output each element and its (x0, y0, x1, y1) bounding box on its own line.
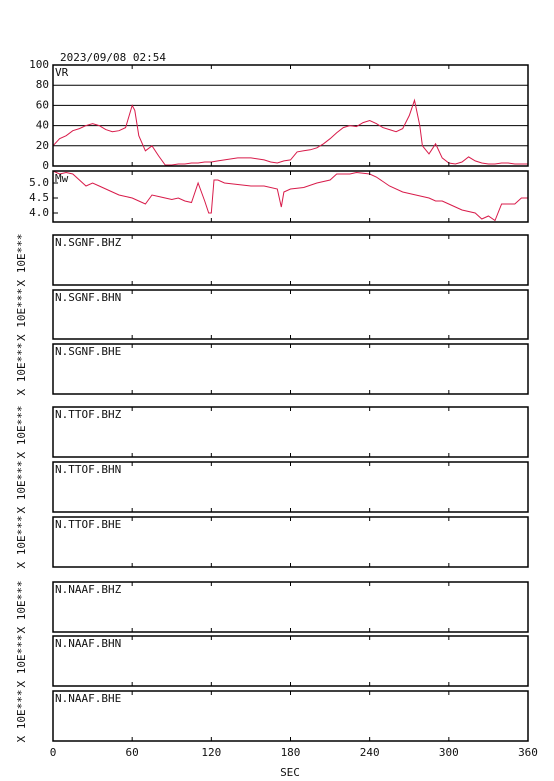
panel-frame (52, 516, 529, 568)
panel-frame (52, 690, 529, 742)
x-tick-label: 0 (50, 746, 57, 759)
y-tick-label: 4.0 (29, 206, 49, 219)
x-tick-label: 120 (201, 746, 221, 759)
x-axis-label: SEC (280, 766, 300, 779)
chart-title: 2023/09/08 02:54 (60, 51, 166, 64)
data-line (52, 170, 528, 222)
y-axis-label: X 10E*** (15, 288, 28, 341)
y-axis-label: X 10E*** (15, 234, 28, 287)
panel-frame (52, 406, 529, 458)
data-line (52, 98, 528, 166)
y-tick-label: 0 (42, 159, 49, 172)
panel-frame (52, 635, 529, 687)
y-tick-label: 5.0 (29, 176, 49, 189)
panel-label: N.NAAF.BHE (55, 692, 121, 705)
panel-label: VR (55, 66, 69, 79)
panel-label: N.SGNF.BHZ (55, 236, 122, 249)
y-axis-label: X 10E*** (15, 406, 28, 459)
panel-label: N.NAAF.BHZ (55, 583, 122, 596)
y-tick-label: 100 (29, 58, 49, 71)
x-tick-label: 300 (439, 746, 459, 759)
y-tick-label: 60 (36, 98, 49, 111)
y-axis-label: X 10E*** (15, 461, 28, 514)
panel-label: N.SGNF.BHE (55, 345, 121, 358)
y-axis-label: X 10E*** (15, 690, 28, 743)
panel-frame (52, 581, 529, 633)
y-tick-label: 20 (36, 139, 49, 152)
y-axis-label: X 10E*** (15, 343, 28, 396)
panel-label: N.SGNF.BHN (55, 291, 121, 304)
x-tick-label: 180 (281, 746, 301, 759)
panel-label: N.TTOF.BHZ (55, 408, 122, 421)
y-tick-label: 80 (36, 78, 49, 91)
panel-frame (52, 461, 529, 513)
y-axis-label: X 10E*** (15, 516, 28, 569)
x-tick-label: 360 (518, 746, 538, 759)
panel-frame (52, 289, 529, 340)
panel-label: N.TTOF.BHN (55, 463, 121, 476)
panel-label: N.NAAF.BHN (55, 637, 121, 650)
x-tick-label: 60 (126, 746, 139, 759)
panel-frame (52, 64, 529, 167)
y-axis-label: X 10E*** (15, 581, 28, 634)
panel-label: N.TTOF.BHE (55, 518, 121, 531)
y-tick-label: 4.5 (29, 191, 49, 204)
panel-frame (52, 234, 529, 286)
x-tick-label: 240 (360, 746, 380, 759)
panel-label: Mw (55, 172, 69, 185)
y-tick-label: 40 (36, 119, 49, 132)
panel-frame (52, 343, 529, 395)
y-axis-label: X 10E*** (15, 635, 28, 688)
